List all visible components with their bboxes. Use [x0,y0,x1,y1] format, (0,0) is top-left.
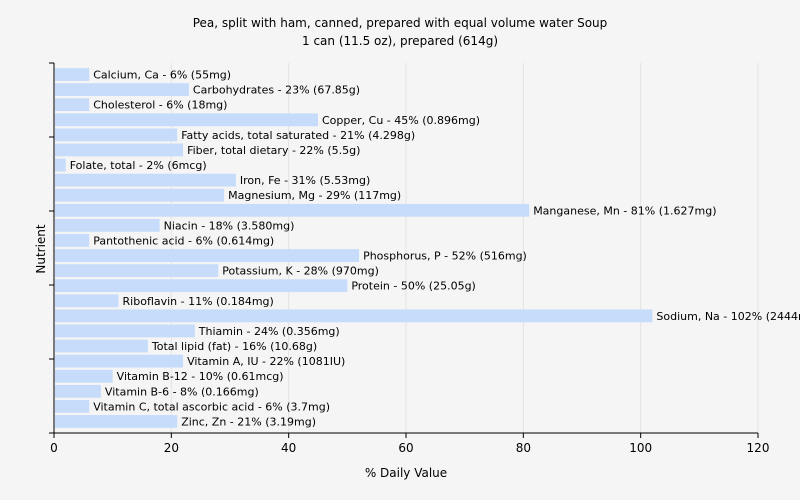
bar-label-13: Potassium, K - 28% (970mg) [222,265,379,278]
bar-label-19: Vitamin A, IU - 22% (1081IU) [187,355,345,368]
bar-label-18: Total lipid (fat) - 16% (10.68g) [151,340,317,353]
x-tick-label-60: 60 [398,441,413,455]
bar-22 [55,399,90,413]
bar-10 [55,218,160,232]
bar-label-10: Niacin - 18% (3.580mg) [164,219,295,232]
bar-15 [55,294,119,308]
axes: 0 20 40 60 80 100 120 [49,62,770,455]
bar-label-12: Phosphorus, P - 52% (516mg) [363,250,527,263]
bar-label-8: Magnesium, Mg - 29% (117mg) [228,189,401,202]
bar-1 [55,83,189,97]
bar-23 [55,415,178,428]
bar-label-14: Protein - 50% (25.05g) [351,280,476,293]
bar-label-23: Zinc, Zn - 21% (3.19mg) [181,415,316,428]
bar-2 [55,98,90,112]
bar-label-3: Copper, Cu - 45% (0.896mg) [322,114,480,127]
x-tick-label-20: 20 [164,441,179,455]
bar-label-16: Sodium, Na - 102% (2444mg) [656,310,800,323]
bar-label-22: Vitamin C, total ascorbic acid - 6% (3.7… [93,400,330,413]
bar-label-1: Carbohydrates - 23% (67.85g) [193,84,360,97]
bar-14 [55,279,348,293]
bar-0 [55,68,90,81]
bar-label-0: Calcium, Ca - 6% (55mg) [93,69,231,82]
x-tick-label-0: 0 [50,441,58,455]
bar-label-2: Cholesterol - 6% (18mg) [93,99,227,112]
bar-label-9: Manganese, Mn - 81% (1.627mg) [533,204,716,217]
bar-4 [55,128,178,142]
chart-subtitle: 1 can (11.5 oz), prepared (614g) [302,34,498,48]
bar-17 [55,324,195,338]
bar-20 [55,369,113,383]
x-tick-label-100: 100 [629,441,652,455]
x-tick-label-120: 120 [747,441,770,455]
bar-18 [55,339,148,353]
bar-series: Calcium, Ca - 6% (55mg) Carbohydrates - 2… [55,68,800,428]
bar-label-15: Riboflavin - 11% (0.184mg) [123,295,274,308]
x-axis-label: % Daily Value [365,466,447,480]
bar-13 [55,264,219,278]
bar-3 [55,113,318,127]
x-tick-label-80: 80 [516,441,531,455]
bar-8 [55,188,225,202]
bar-label-11: Pantothenic acid - 6% (0.614mg) [93,234,274,247]
bar-12 [55,249,360,262]
bar-label-20: Vitamin B-12 - 10% (0.61mcg) [117,370,284,383]
bar-label-6: Folate, total - 2% (6mcg) [70,159,207,172]
bar-21 [55,384,101,398]
x-tick-label-40: 40 [281,441,296,455]
bar-label-4: Fatty acids, total saturated - 21% (4.29… [181,129,415,142]
bar-5 [55,143,184,157]
bar-label-5: Fiber, total dietary - 22% (5.5g) [187,144,360,157]
bar-label-21: Vitamin B-6 - 8% (0.166mg) [105,385,259,398]
bar-9 [55,203,530,217]
chart-title: Pea, split with ham, canned, prepared wi… [193,16,608,30]
bar-16 [55,309,653,323]
bar-label-7: Iron, Fe - 31% (5.53mg) [240,174,370,187]
bar-7 [55,173,236,187]
y-axis-label: Nutrient [34,224,48,274]
bar-label-17: Thiamin - 24% (0.356mg) [198,325,340,338]
bar-6 [55,158,66,172]
bar-11 [55,234,90,247]
bar-19 [55,354,184,368]
